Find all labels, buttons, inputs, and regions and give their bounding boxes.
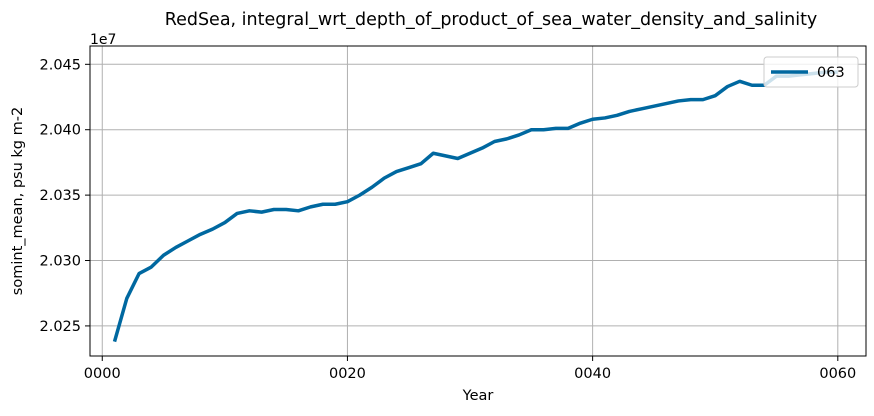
x-tick-label: 0060 bbox=[819, 366, 856, 382]
x-tick-label: 0020 bbox=[329, 366, 366, 382]
x-tick-label: 0000 bbox=[84, 366, 121, 382]
series-points bbox=[115, 72, 838, 341]
y-tick-label: 2.040 bbox=[39, 123, 81, 139]
series-layer bbox=[115, 72, 838, 341]
y-tick-label: 2.045 bbox=[39, 57, 81, 73]
legend: 063 bbox=[764, 57, 858, 87]
y-axis-label: somint_mean, psu kg m-2 bbox=[10, 107, 26, 295]
y-tick-label: 2.030 bbox=[39, 254, 81, 270]
plot-frame bbox=[90, 46, 866, 356]
y-tick-label: 2.025 bbox=[39, 319, 81, 335]
chart-title: RedSea, integral_wrt_depth_of_product_of… bbox=[165, 10, 818, 30]
x-axis-label: Year bbox=[462, 388, 494, 404]
legend-label: 063 bbox=[817, 65, 845, 81]
series-line bbox=[115, 72, 838, 341]
y-tick-label: 2.035 bbox=[39, 188, 81, 204]
grid bbox=[90, 46, 866, 356]
x-tick-label: 0040 bbox=[574, 366, 611, 382]
ticks: 0000 0020 0040 0060 2.025 2.030 2.035 2.040 2.04… bbox=[39, 57, 856, 382]
